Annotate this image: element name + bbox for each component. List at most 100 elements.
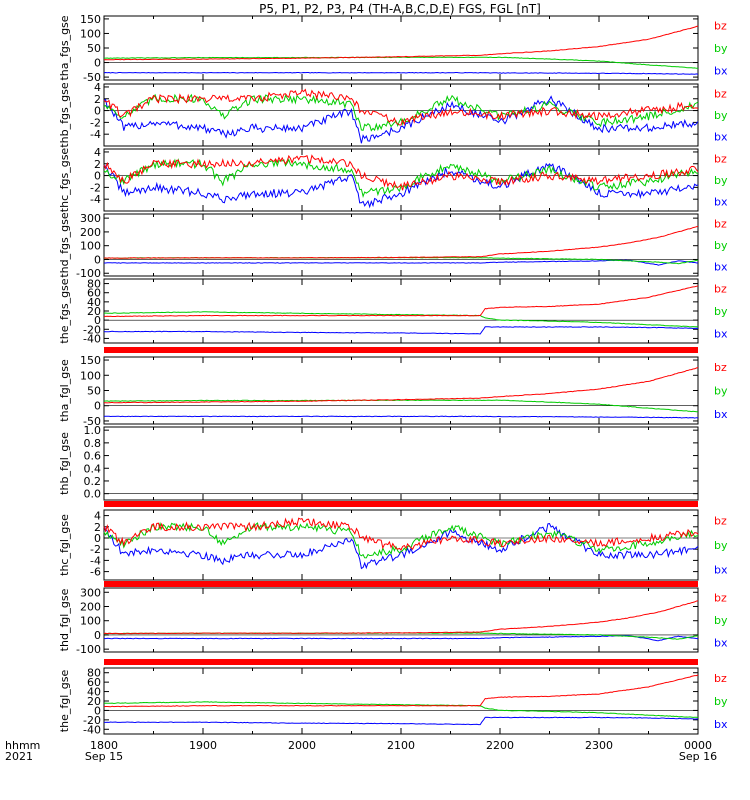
- legend-by: by: [714, 539, 728, 552]
- panel-frame: [103, 83, 699, 147]
- panel-frame: [103, 426, 699, 501]
- y-tick-label: 80: [87, 278, 101, 291]
- legend-by: by: [714, 385, 728, 398]
- y-tick-label: -4: [90, 193, 101, 206]
- series-bx-line: [103, 95, 699, 144]
- y-tick-label: 4: [94, 146, 101, 159]
- y-tick-label: 0: [94, 629, 101, 642]
- series-by-line: [103, 56, 698, 69]
- y-axis-label: thd_fgl_gse: [58, 588, 71, 651]
- y-axis-label: the_fgl_gse: [58, 670, 71, 733]
- y-tick-label: 150: [80, 354, 101, 367]
- y-tick-label: 0: [94, 57, 101, 70]
- y-tick-label: 100: [80, 240, 101, 253]
- y-tick-label: 60: [87, 676, 101, 689]
- y-tick-label: 200: [80, 600, 101, 613]
- series-bz-line: [104, 367, 699, 404]
- y-tick-label: -2: [90, 181, 101, 194]
- y-tick-label: 80: [87, 667, 101, 680]
- legend-bz: bz: [714, 283, 727, 296]
- legend-by: by: [714, 614, 728, 627]
- series-bx-line: [104, 259, 699, 266]
- series-bx-line: [103, 415, 699, 419]
- y-axis-label: thd_fgs_gse: [58, 212, 71, 278]
- legend-bx: bx: [714, 718, 728, 731]
- y-tick-label: 2: [94, 93, 101, 106]
- legend-bx: bx: [714, 64, 728, 77]
- panel-thc-fgs-gse: 420-2-4 thc_fgs_gse bz by bx: [58, 146, 728, 212]
- series-bz-line: [103, 517, 699, 551]
- y-tick-label: -40: [83, 723, 101, 736]
- y-tick-label: -2: [90, 116, 101, 129]
- y-tick-label: 300: [80, 212, 101, 225]
- legend-bz: bz: [714, 152, 727, 165]
- legend-bx: bx: [714, 196, 728, 209]
- y-tick-label: 2: [94, 521, 101, 534]
- y-tick-label: -100: [76, 267, 101, 280]
- series-bx-line: [103, 634, 699, 642]
- legend-bz: bz: [714, 515, 727, 528]
- y-tick-label: 0.6: [84, 450, 102, 463]
- legend-by: by: [714, 174, 728, 187]
- panel-tha-fgl-gse: 150 100 50 0 -50 tha_fgl_gse bz by bx: [58, 354, 728, 428]
- y-tick-label: 20: [87, 305, 101, 318]
- legend-bz: bz: [714, 672, 727, 685]
- y-axis-label: tha_fgs_gse: [58, 15, 71, 80]
- series-bz-line: [103, 88, 699, 126]
- panel-frame: [103, 356, 699, 425]
- panel-thc-fgl-gse: 420-2-4-6 thc_fgl_gse bz by bx: [58, 509, 728, 581]
- y-tick-label: 100: [80, 369, 101, 382]
- y-tick-label: -4: [90, 128, 101, 141]
- y-tick-label: 0: [94, 704, 101, 717]
- time-tick-label: 2200: [486, 739, 514, 752]
- legend-bz: bz: [714, 592, 727, 605]
- y-tick-label: 50: [87, 385, 101, 398]
- legend-bx: bx: [714, 636, 728, 649]
- y-tick-label: 40: [87, 686, 101, 699]
- y-tick-label: 150: [80, 13, 101, 26]
- panel-frame: [103, 278, 699, 344]
- time-axis-label-hhmm: hhmm: [5, 739, 40, 752]
- legend-bz: bz: [714, 20, 727, 33]
- y-tick-label: 100: [80, 615, 101, 628]
- series-bx-line: [103, 326, 699, 335]
- series-bz-line: [103, 600, 699, 635]
- panel-frame: [103, 15, 699, 81]
- legend-by: by: [714, 42, 728, 55]
- y-tick-label: 2: [94, 158, 101, 171]
- time-tick-label: 2300: [585, 739, 613, 752]
- legend-by: by: [714, 239, 728, 252]
- legend-bx: bx: [714, 327, 728, 340]
- y-tick-label: -6: [90, 566, 101, 579]
- legend-bz: bz: [714, 217, 727, 230]
- y-tick-label: 100: [80, 27, 101, 40]
- y-tick-label: 20: [87, 695, 101, 708]
- y-tick-label: 0.2: [84, 475, 102, 488]
- legend-bz: bz: [714, 87, 727, 100]
- panel-frame: [103, 509, 699, 581]
- series-bz-line: [103, 285, 699, 318]
- status-bar-red: [104, 347, 698, 353]
- time-tick-label: 1800: [90, 739, 118, 752]
- y-tick-label: 0: [94, 532, 101, 545]
- legend-by: by: [714, 695, 728, 708]
- time-tick-date: Sep 15: [85, 750, 123, 763]
- y-tick-label: 40: [87, 296, 101, 309]
- series-bz-line: [103, 154, 699, 191]
- series-by-line: [103, 701, 699, 718]
- y-tick-label: -4: [90, 554, 101, 567]
- y-tick-label: 0: [94, 253, 101, 266]
- panel-thb-fgs-gse: 420-2-4 thb_fgs_gse bz by bx: [58, 81, 728, 148]
- y-axis-label: thb_fgs_gse: [58, 82, 71, 148]
- y-tick-label: -40: [83, 332, 101, 345]
- legend-bx: bx: [714, 564, 728, 577]
- y-tick-label: 0.4: [84, 462, 102, 475]
- legend-bx: bx: [714, 261, 728, 274]
- y-tick-label: -50: [83, 415, 101, 428]
- panel-thb-fgl-gse: 1.00.80.60.40.20.0 thb_fgl_gse: [58, 424, 699, 501]
